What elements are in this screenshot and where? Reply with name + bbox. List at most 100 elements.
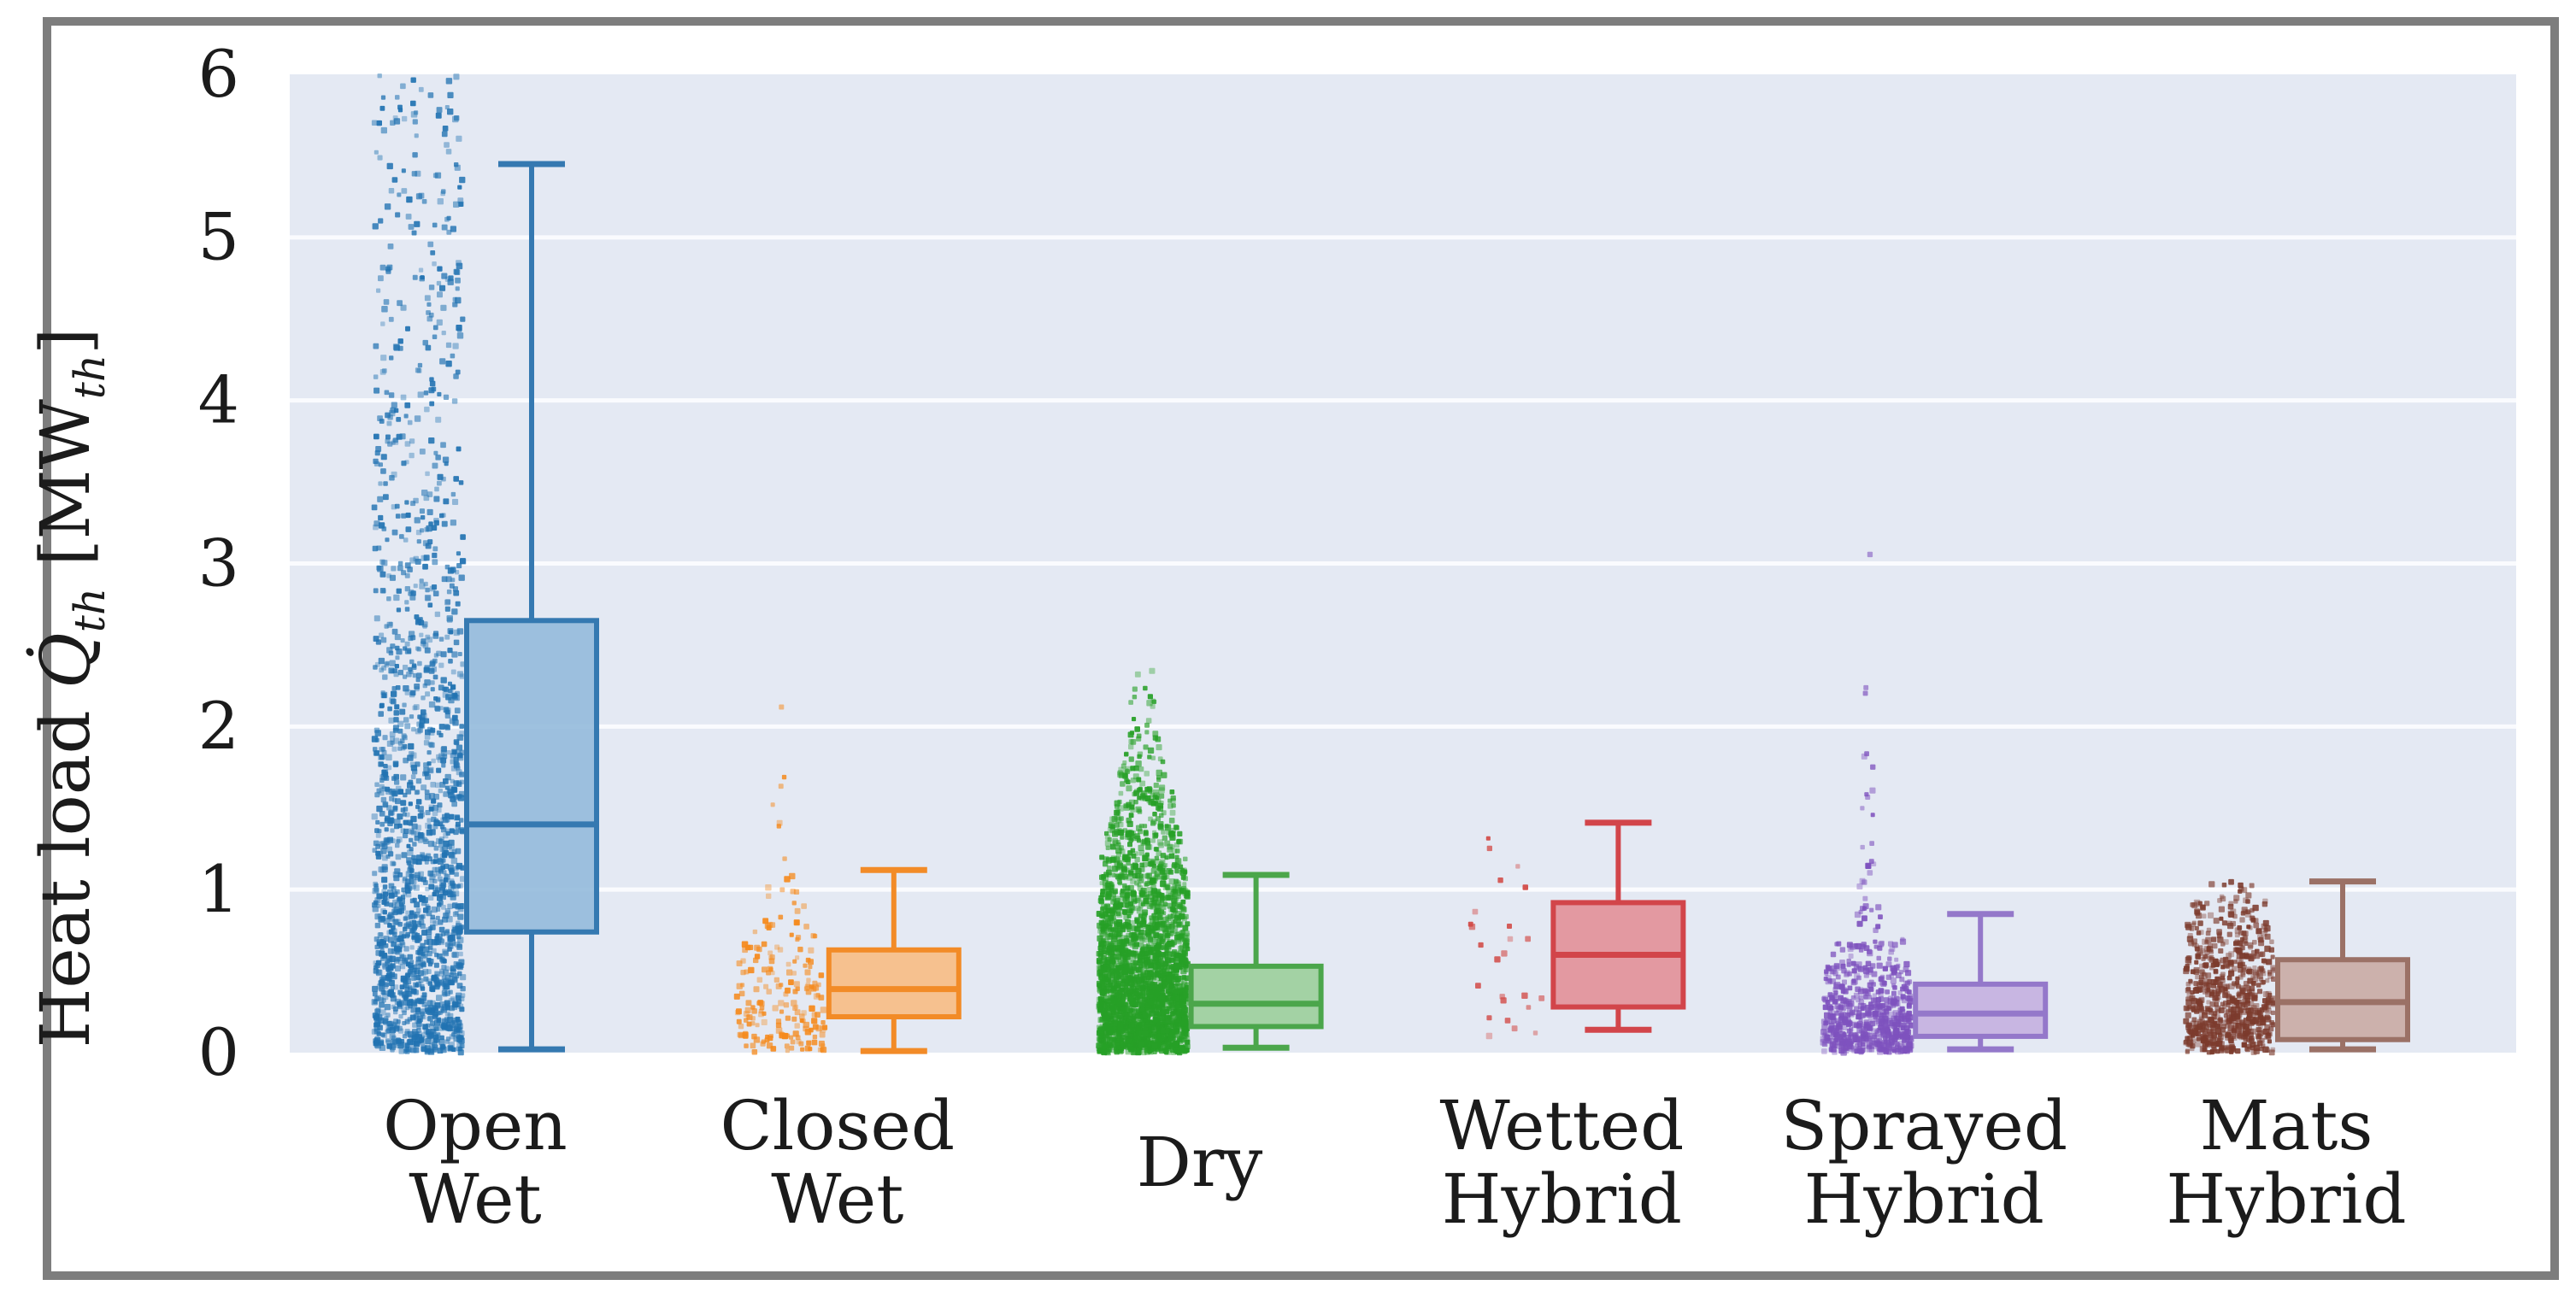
strip-point [415, 646, 420, 651]
strip-point [459, 724, 464, 729]
strip-point [423, 740, 430, 746]
strip-point [451, 398, 458, 404]
strip-point [1103, 1023, 1109, 1030]
strip-point [373, 1042, 379, 1048]
strip-point [403, 946, 409, 952]
strip-point [398, 789, 404, 795]
strip-point [400, 807, 406, 813]
strip-point [410, 774, 416, 779]
strip-point [395, 212, 401, 218]
strip-point [1103, 856, 1109, 863]
strip-point [454, 872, 459, 877]
strip-point [409, 837, 414, 842]
strip-point [414, 967, 421, 974]
strip-point [379, 703, 385, 709]
strip-point [399, 534, 404, 539]
strip-point [456, 944, 463, 950]
strip-point [449, 934, 456, 942]
strip-point [372, 871, 378, 877]
strip-point [373, 615, 380, 622]
strip-point [422, 624, 427, 629]
strip-point [419, 578, 424, 584]
strip-point [447, 109, 454, 115]
strip-point [409, 761, 416, 768]
strip-point [378, 657, 385, 665]
strip-point [441, 858, 446, 863]
strip-point [388, 979, 395, 986]
strip-point [430, 782, 436, 788]
strip-point [1176, 937, 1182, 943]
strip-point [386, 765, 392, 771]
strip-point [1162, 1048, 1168, 1053]
strip-point [373, 840, 379, 847]
strip-point [422, 880, 428, 885]
strip-point [805, 989, 812, 995]
strip-point [373, 458, 379, 464]
strip-point [372, 223, 379, 230]
strip-point [425, 822, 432, 829]
strip-point [1132, 980, 1138, 986]
strip-point [427, 870, 434, 877]
strip-dry [1096, 667, 1191, 1056]
strip-point [1156, 983, 1163, 991]
strip-point [377, 829, 382, 834]
strip-point [1140, 840, 1146, 846]
strip-point [785, 987, 791, 994]
strip-point [441, 746, 447, 752]
strip-point [457, 971, 462, 977]
strip-point [421, 784, 427, 791]
strip-point [397, 565, 403, 572]
strip-point [401, 513, 407, 519]
strip-point [1182, 876, 1188, 882]
strip-point [427, 92, 434, 98]
strip-point [432, 590, 439, 596]
iqr-box [1188, 963, 1324, 1030]
strip-point [1485, 836, 1491, 841]
strip-point [379, 588, 386, 594]
strip-point [1171, 902, 1178, 909]
strip-point [1182, 934, 1189, 942]
strip-point [441, 1043, 446, 1049]
strip-point [392, 1006, 398, 1012]
strip-point [1115, 980, 1121, 987]
strip-point [1179, 993, 1185, 1000]
strip-point [419, 275, 425, 282]
strip-point [408, 779, 414, 785]
strip-point [425, 729, 431, 736]
strip-point [427, 895, 434, 901]
strip-point [393, 1018, 398, 1024]
strip-point [1122, 948, 1129, 954]
strip-point [422, 968, 429, 975]
strip-point [438, 838, 444, 844]
strip-point [1904, 1037, 1909, 1043]
strip-point [400, 800, 407, 807]
strip-point [1102, 1004, 1107, 1009]
strip-point [1139, 780, 1146, 787]
strip-point [377, 155, 383, 161]
strip-point [425, 887, 430, 892]
strip-point [373, 524, 379, 531]
strip-point [373, 750, 379, 756]
strip-point [454, 707, 461, 713]
strip-point [808, 947, 815, 954]
strip-point [431, 758, 436, 764]
strip-point [1883, 1048, 1889, 1054]
strip-point [401, 570, 407, 576]
strip-point [390, 1048, 395, 1053]
strip-point [438, 724, 445, 730]
strip-point [1179, 944, 1186, 951]
strip-point [1494, 956, 1501, 963]
strip-point [426, 750, 432, 755]
strip-point [424, 734, 431, 740]
strip-point [1170, 1008, 1177, 1015]
strip-point [451, 1004, 458, 1011]
strip-point [389, 355, 394, 361]
strip-point [392, 760, 399, 767]
strip-point [393, 773, 399, 780]
strip-point [378, 932, 383, 937]
strip-point [761, 1039, 766, 1044]
strip-point [1158, 787, 1165, 794]
strip-point [1128, 837, 1133, 843]
